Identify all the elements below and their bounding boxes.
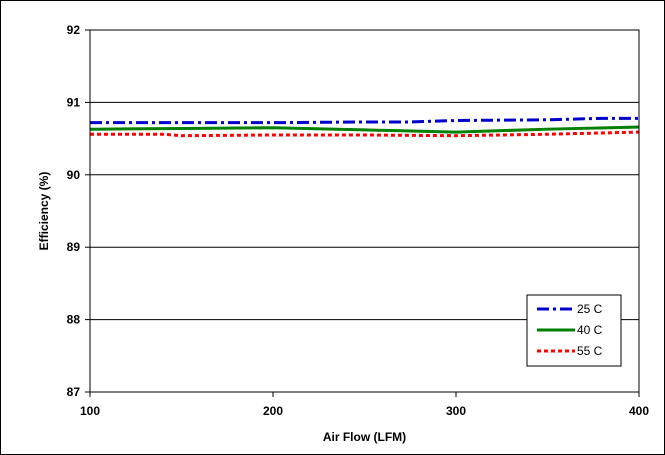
legend-label-2: 55 C xyxy=(577,344,603,358)
y-tick-label: 88 xyxy=(67,313,81,327)
y-tick-labels: 87 88 89 90 91 92 xyxy=(67,23,81,399)
series-lines xyxy=(89,116,640,138)
x-tick-label: 100 xyxy=(80,404,100,418)
y-tick-label: 92 xyxy=(67,23,81,37)
legend-label-0: 25 C xyxy=(577,302,603,316)
series-line-1 xyxy=(89,125,640,134)
y-tick-label: 87 xyxy=(67,385,81,399)
x-tick-labels: 100 200 300 400 xyxy=(80,404,649,418)
legend: 25 C 40 C 55 C xyxy=(526,294,622,367)
y-axis-title: Efficiency (%) xyxy=(37,172,51,251)
plot-area-border xyxy=(89,29,640,393)
y-tick-label: 90 xyxy=(67,168,81,182)
x-axis-title: Air Flow (LFM) xyxy=(323,430,406,444)
series-line-2 xyxy=(90,130,640,138)
y-tick-label: 89 xyxy=(67,240,81,254)
series-line-0 xyxy=(90,116,639,125)
x-tick-label: 300 xyxy=(446,404,466,418)
x-tick-label: 200 xyxy=(263,404,283,418)
legend-label-1: 40 C xyxy=(577,323,603,337)
y-tick-label: 91 xyxy=(67,95,81,109)
x-tick-label: 400 xyxy=(629,404,649,418)
